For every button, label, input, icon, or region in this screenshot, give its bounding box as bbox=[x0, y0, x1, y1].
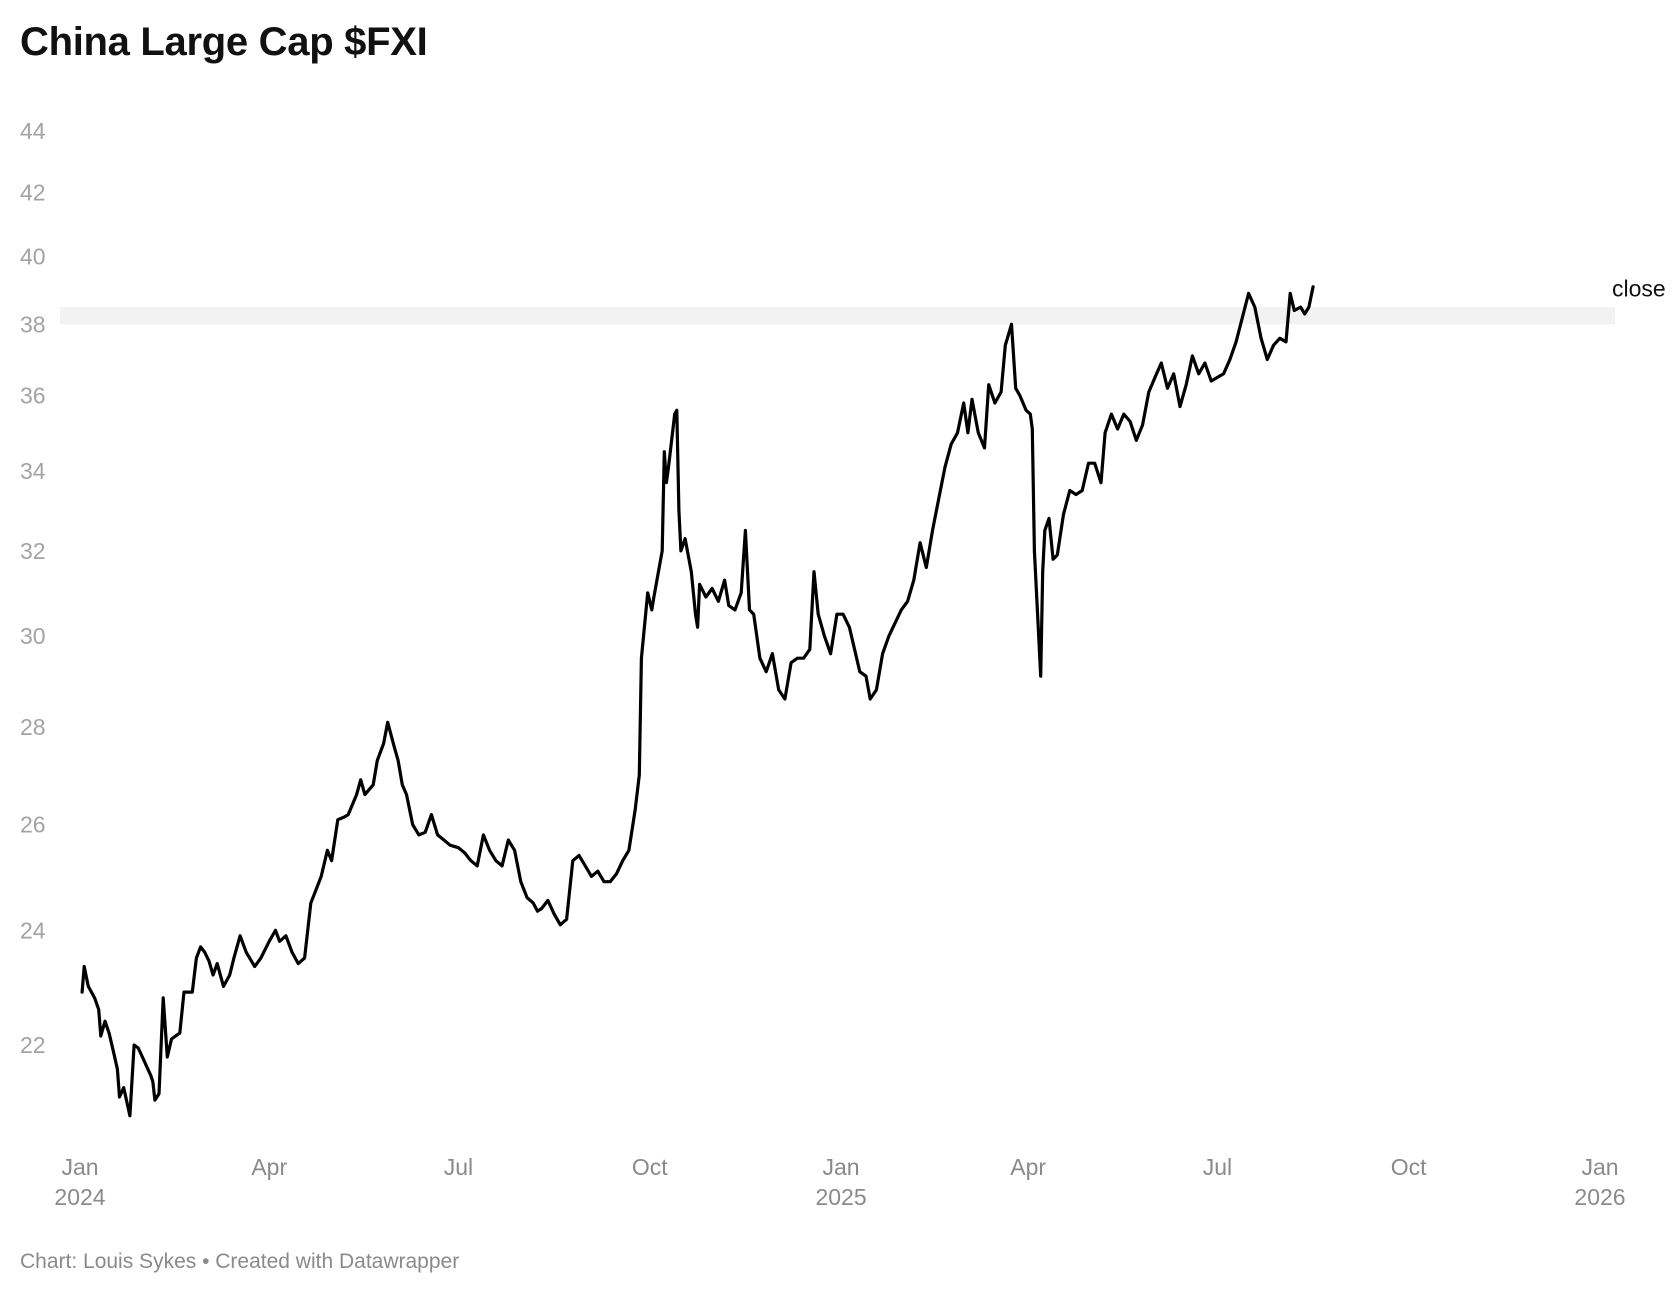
x-tick-label: Oct bbox=[632, 1154, 668, 1180]
y-tick-label: 34 bbox=[20, 458, 46, 484]
x-tick-label: Jul bbox=[444, 1154, 473, 1180]
x-tick-label: Apr bbox=[1010, 1154, 1046, 1180]
y-tick-label: 24 bbox=[20, 917, 46, 943]
y-tick-label: 36 bbox=[20, 383, 46, 409]
x-tick-label: Oct bbox=[1391, 1154, 1427, 1180]
chart-title: China Large Cap $FXI bbox=[20, 20, 428, 64]
x-tick-label: Jul bbox=[1203, 1154, 1232, 1180]
y-tick-label: 30 bbox=[20, 623, 46, 649]
y-tick-label: 44 bbox=[20, 118, 46, 144]
y-tick-label: 32 bbox=[20, 538, 46, 564]
x-tick-year-label: 2025 bbox=[815, 1184, 866, 1210]
y-tick-label: 26 bbox=[20, 812, 46, 838]
chart-footer: Chart: Louis Sykes • Created with Datawr… bbox=[20, 1250, 460, 1273]
x-tick-year-label: 2024 bbox=[54, 1184, 105, 1210]
y-tick-label: 38 bbox=[20, 311, 46, 337]
x-tick-label: Jan bbox=[822, 1154, 859, 1180]
series-label: close bbox=[1612, 276, 1666, 302]
y-tick-label: 28 bbox=[20, 714, 46, 740]
y-tick-label: 42 bbox=[20, 179, 46, 205]
x-tick-label: Jan bbox=[1581, 1154, 1618, 1180]
y-tick-label: 22 bbox=[20, 1032, 46, 1058]
x-tick-label: Apr bbox=[251, 1154, 287, 1180]
highlight-band bbox=[60, 307, 1615, 325]
x-tick-year-label: 2026 bbox=[1574, 1184, 1625, 1210]
series-line-close bbox=[80, 285, 1315, 1118]
y-tick-label: 40 bbox=[20, 244, 46, 270]
x-tick-label: Jan bbox=[61, 1154, 98, 1180]
